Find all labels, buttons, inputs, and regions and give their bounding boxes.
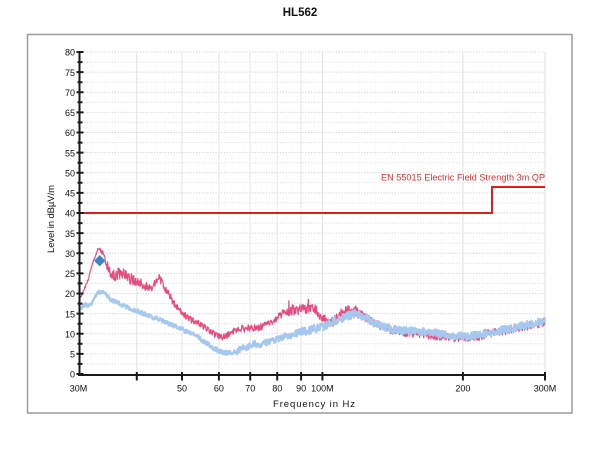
svg-text:300M: 300M — [534, 384, 557, 394]
svg-text:40: 40 — [65, 209, 75, 219]
svg-text:35: 35 — [65, 229, 75, 239]
svg-text:Frequency in Hz: Frequency in Hz — [273, 399, 355, 410]
svg-text:75: 75 — [65, 68, 75, 78]
svg-text:50: 50 — [177, 384, 187, 394]
svg-text:EN 55015 Electric Field Streng: EN 55015 Electric Field Strength 3m QP — [381, 173, 545, 183]
svg-text:25: 25 — [65, 269, 75, 279]
svg-text:HL562: HL562 — [283, 7, 318, 19]
svg-text:0: 0 — [70, 370, 75, 380]
svg-text:30M: 30M — [70, 384, 88, 394]
svg-text:90: 90 — [296, 384, 306, 394]
svg-text:200: 200 — [455, 384, 470, 394]
svg-text:70: 70 — [65, 88, 75, 98]
svg-text:60: 60 — [65, 128, 75, 138]
svg-text:55: 55 — [65, 148, 75, 158]
svg-text:65: 65 — [65, 108, 75, 118]
svg-text:60: 60 — [214, 384, 224, 394]
svg-text:100M: 100M — [311, 384, 334, 394]
svg-text:20: 20 — [65, 289, 75, 299]
svg-text:Level in dBµV/m: Level in dBµV/m — [46, 185, 57, 253]
svg-text:10: 10 — [65, 329, 75, 339]
svg-text:50: 50 — [65, 168, 75, 178]
svg-text:5: 5 — [70, 350, 75, 360]
svg-text:30: 30 — [65, 249, 75, 259]
svg-text:80: 80 — [65, 48, 75, 58]
svg-text:45: 45 — [65, 189, 75, 199]
svg-text:70: 70 — [245, 384, 255, 394]
svg-text:80: 80 — [272, 384, 282, 394]
svg-text:15: 15 — [65, 309, 75, 319]
